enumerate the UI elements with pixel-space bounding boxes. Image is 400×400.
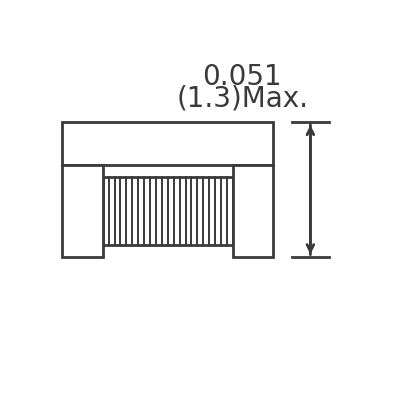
Text: (1.3)Max.: (1.3)Max. bbox=[176, 85, 308, 113]
Bar bbox=[62, 122, 273, 165]
Bar bbox=[233, 165, 273, 258]
Text: 0.051: 0.051 bbox=[202, 63, 282, 91]
Bar bbox=[103, 177, 233, 245]
Bar bbox=[62, 165, 103, 258]
